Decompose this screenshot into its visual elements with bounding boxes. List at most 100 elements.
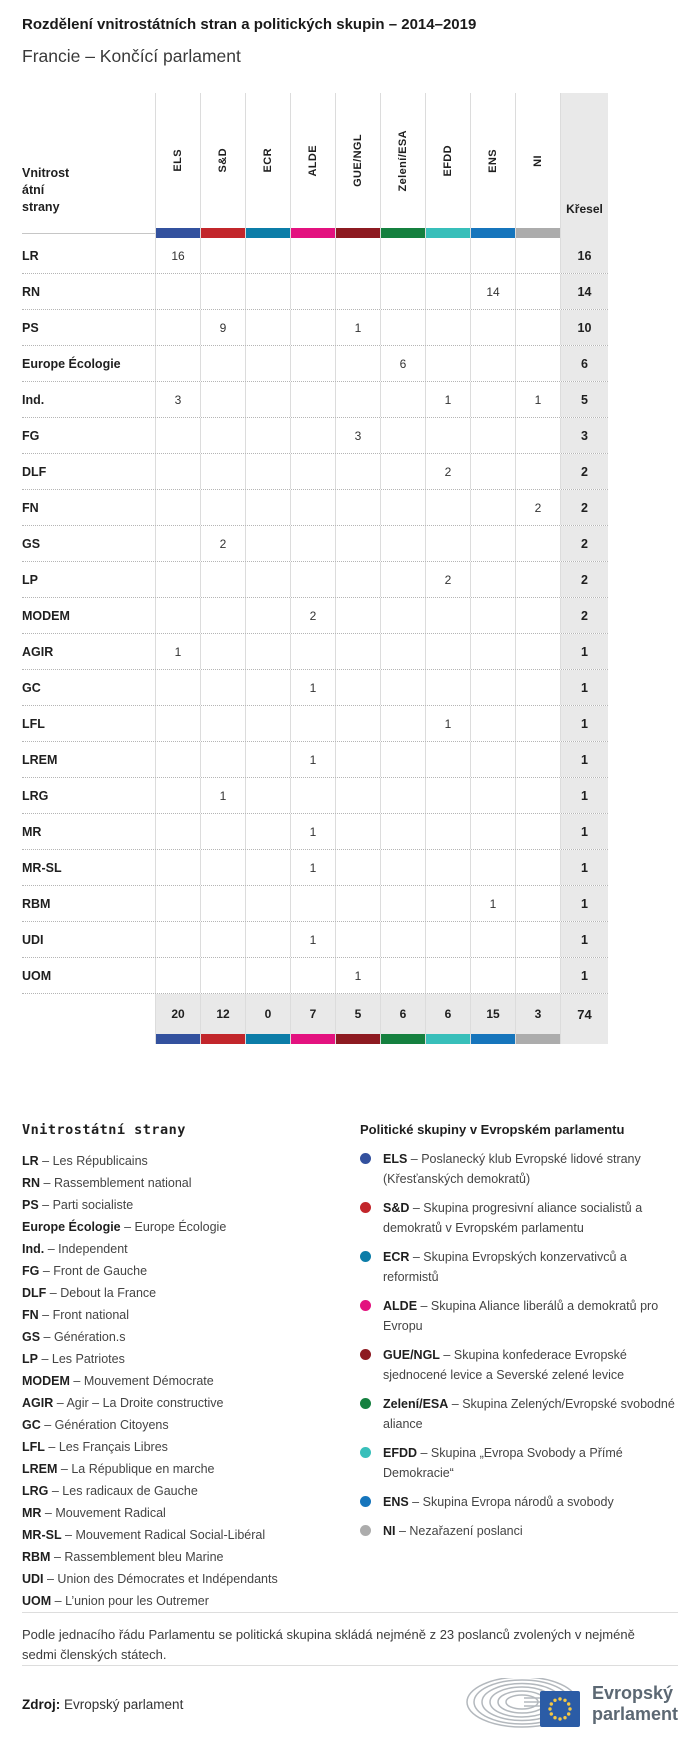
seat-cell [245,526,290,561]
seat-cell [200,454,245,489]
legend-political-groups: Politické skupiny v Evropském parlamentu… [360,1122,678,1612]
row-total: 10 [560,310,608,345]
seat-cell [515,274,560,309]
seat-cell [515,958,560,993]
party-row: MR 1 1 [22,814,608,850]
page-title: Rozdělení vnitrostátních stran a politic… [22,16,477,33]
seat-cell [335,562,380,597]
group-desc: S&D – Skupina progresivní aliance social… [383,1201,643,1235]
party-legend-item: LP – Les Patriotes [22,1348,360,1370]
seat-cell [380,886,425,921]
seat-cell [335,634,380,669]
seat-cell [515,346,560,381]
divider [22,1665,678,1667]
group-total: 0 [245,994,290,1034]
color-swatch [425,228,470,238]
seat-cell [515,742,560,777]
seat-cell [245,598,290,633]
party-label: LR [22,248,39,263]
party-abbr: LR [22,1154,39,1168]
seat-cell [470,454,515,489]
party-abbr: RBM [22,1550,51,1564]
seat-cell [155,706,200,741]
seat-cell [425,670,470,705]
seat-cell [200,346,245,381]
seat-cell [335,886,380,921]
seat-cell [155,418,200,453]
seat-cell [515,814,560,849]
seat-cell [245,490,290,525]
ep-hemicycle-icon [466,1678,580,1729]
row-total: 5 [560,382,608,417]
party-row: RN 14 14 [22,274,608,310]
seat-cell [470,562,515,597]
seat-cell [245,958,290,993]
seat-cell [155,814,200,849]
grand-total: 74 [560,994,608,1034]
group-column-label: GUE/NGL [352,134,364,187]
group-column-label: ECR [262,148,274,173]
seat-cell [245,814,290,849]
seat-cell [245,562,290,597]
seat-cell [425,742,470,777]
seat-cell [245,922,290,957]
row-total: 1 [560,670,608,705]
seat-cell [290,562,335,597]
seat-cell [155,598,200,633]
seat-cell: 1 [200,778,245,813]
seat-cell: 1 [425,706,470,741]
party-label: LRG [22,788,49,803]
party-legend-item: AGIR – Agir – La Droite constructive [22,1392,360,1414]
seat-cell [470,346,515,381]
party-legend-item: PS – Parti socialiste [22,1194,360,1216]
party-row: PS 9 1 10 [22,310,608,346]
seat-cell [245,886,290,921]
divider [22,1612,678,1613]
seat-cell [155,742,200,777]
row-total: 16 [560,238,608,273]
seat-cell [200,850,245,885]
national-parties-list: LR – Les Républicains RN – Rassemblement … [22,1150,360,1612]
seat-cell [470,850,515,885]
group-desc: ALDE – Skupina Aliance liberálů a demokr… [383,1299,659,1333]
seat-cell [380,418,425,453]
infographic-page: Rozdělení vnitrostátních stran a politic… [0,16,700,1732]
party-row: UOM 1 1 [22,958,608,994]
group-desc: GUE/NGL – Skupina konfederace Evropské s… [383,1348,627,1382]
seat-cell [380,238,425,273]
group-color-dot-icon [360,1153,371,1164]
group-desc: ELS – Poslanecký klub Evropské lidové st… [383,1152,641,1186]
group-total: 6 [425,994,470,1034]
group-color-dot-icon [360,1251,371,1262]
group-color-dot-icon [360,1349,371,1360]
source-label: Zdroj: [22,1696,61,1712]
party-row: LREM 1 1 [22,742,608,778]
seat-cell [200,634,245,669]
row-total: 2 [560,526,608,561]
party-name: – La République en marche [57,1462,215,1476]
color-swatch [470,228,515,238]
group-column-label: ENS [487,148,499,173]
seat-cell [470,670,515,705]
seat-cell [245,310,290,345]
group-color-bar [22,1034,608,1044]
eu-flag [539,1691,580,1728]
group-column-label: ELS [172,149,184,172]
party-name: – Mouvement Radical [41,1506,166,1520]
seat-cell [425,274,470,309]
seat-cell [515,922,560,957]
group-column-label: ALDE [307,144,319,177]
seat-cell [200,598,245,633]
party-name: – Rassemblement bleu Marine [50,1550,224,1564]
seat-cell [245,634,290,669]
party-label: MODEM [22,608,70,623]
seat-cell: 1 [290,742,335,777]
party-name: – Les Patriotes [37,1352,125,1366]
row-total: 2 [560,562,608,597]
group-total: 15 [470,994,515,1034]
group-total: 12 [200,994,245,1034]
party-row: MODEM 2 2 [22,598,608,634]
seat-cell [470,238,515,273]
seat-cell [200,742,245,777]
group-total: 6 [380,994,425,1034]
